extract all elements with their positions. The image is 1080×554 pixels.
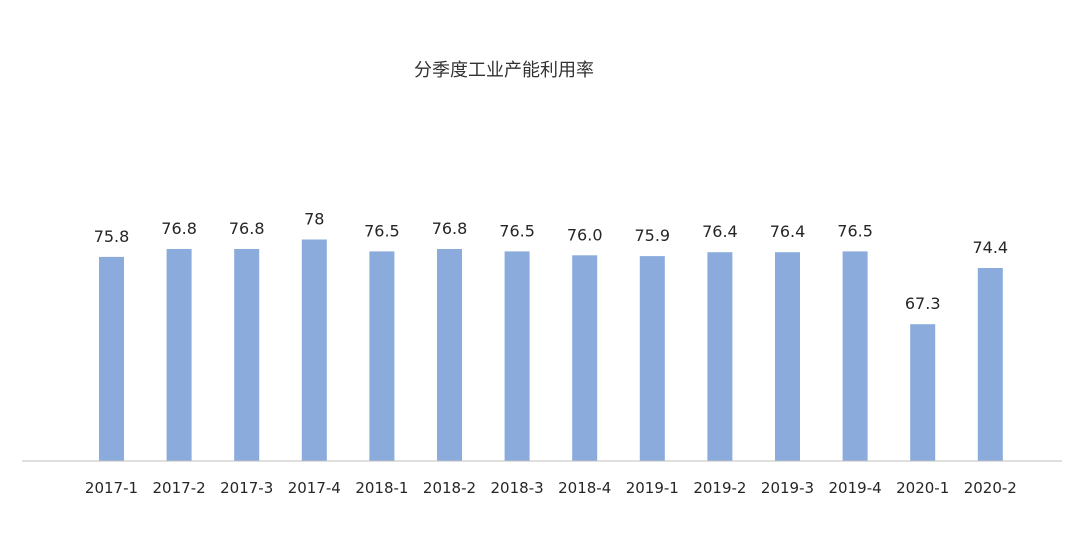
bars-group: 75.8 76.8 76.8 78 76.5 76.8 76.5 76.0 75.9 76.4 76… [94, 210, 1008, 461]
bar-2017-4 [301, 239, 327, 461]
x-tick-2018-2: 2018-2 [423, 479, 476, 497]
x-tick-2019-4: 2019-4 [829, 479, 882, 497]
bar-2020-2 [977, 268, 1003, 461]
bar-2017-2 [166, 249, 192, 461]
bar-2018-1 [369, 251, 395, 461]
x-tick-2017-1: 2017-1 [85, 479, 138, 497]
x-tick-2017-4: 2017-4 [288, 479, 341, 497]
bar-2017-1 [99, 256, 124, 461]
data-label-2018-1: 76.5 [364, 221, 400, 240]
data-label-2019-2: 76.4 [702, 222, 738, 241]
bar-2020-1 [910, 324, 936, 461]
x-tick-2019-1: 2019-1 [626, 479, 679, 497]
x-tick-2018-1: 2018-1 [355, 479, 408, 497]
data-label-2018-2: 76.8 [432, 219, 468, 238]
data-label-2018-3: 76.5 [499, 221, 535, 240]
x-tick-2020-1: 2020-1 [896, 479, 949, 497]
bar-2019-3 [775, 252, 800, 461]
data-label-2019-1: 75.9 [634, 226, 670, 245]
x-tick-2020-2: 2020-2 [964, 479, 1017, 497]
x-tick-2018-4: 2018-4 [558, 479, 611, 497]
x-tick-labels: 2017-1 2017-2 2017-3 2017-4 2018-1 2018-2 2018… [85, 479, 1017, 497]
bar-2019-2 [707, 252, 733, 461]
x-tick-2019-2: 2019-2 [693, 479, 746, 497]
bar-2017-3 [234, 249, 260, 461]
bar-2018-3 [504, 251, 530, 461]
data-label-2018-4: 76.0 [567, 225, 603, 244]
chart-title: 分季度工业产能利用率 [414, 60, 594, 81]
x-tick-2017-3: 2017-3 [220, 479, 273, 497]
data-label-2020-2: 74.4 [972, 238, 1008, 257]
x-tick-2018-3: 2018-3 [491, 479, 544, 497]
bar-2019-1 [639, 256, 665, 461]
data-label-2020-1: 67.3 [905, 294, 941, 313]
data-label-2019-4: 76.5 [837, 221, 873, 240]
data-label-2017-1: 75.8 [94, 227, 130, 246]
x-tick-2019-3: 2019-3 [761, 479, 814, 497]
x-tick-2017-2: 2017-2 [153, 479, 206, 497]
data-label-2019-3: 76.4 [770, 222, 806, 241]
data-label-2017-4: 78 [304, 210, 324, 229]
bar-2018-2 [437, 249, 462, 461]
data-label-2017-2: 76.8 [161, 219, 197, 238]
data-label-2017-3: 76.8 [229, 219, 265, 238]
bar-2018-4 [572, 255, 598, 461]
bar-2019-4 [842, 251, 868, 461]
